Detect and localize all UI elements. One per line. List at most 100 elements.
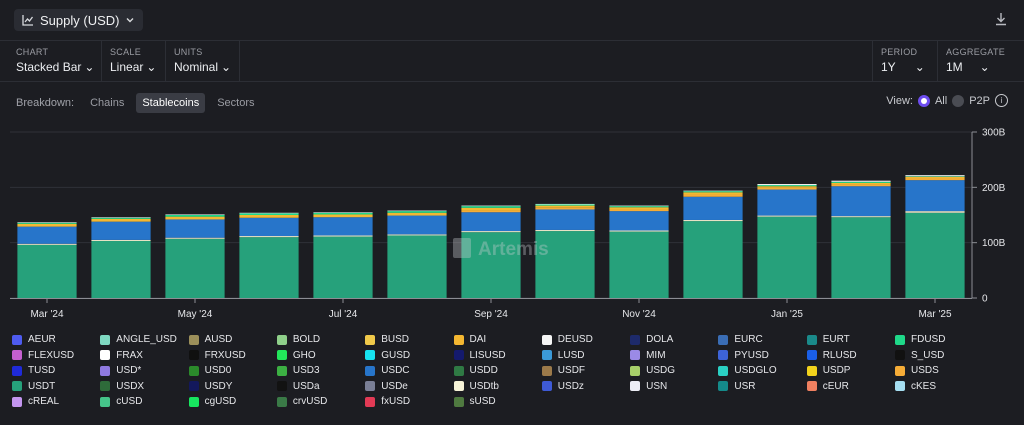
legend-item[interactable]: USDF <box>541 365 585 376</box>
legend-item[interactable]: GHO <box>276 349 316 361</box>
legend-item[interactable]: USDG <box>630 365 675 376</box>
legend-item[interactable]: USDe <box>365 381 408 392</box>
legend-item[interactable]: LISUSD <box>453 350 506 361</box>
download-icon[interactable] <box>994 12 1008 26</box>
legend-item[interactable]: USDtb <box>453 381 499 392</box>
bar-segment <box>313 235 373 237</box>
legend-item[interactable]: USDD <box>453 365 498 376</box>
bar-segment <box>683 194 743 197</box>
legend-item[interactable]: sUSD <box>453 396 496 407</box>
legend-item[interactable]: TUSD <box>12 365 55 376</box>
legend-label: USDGLO <box>734 365 777 376</box>
tab-chains[interactable]: Chains <box>90 97 125 109</box>
chart-title: Supply (USD) <box>40 12 120 28</box>
bar-segment <box>535 209 595 230</box>
aggregate-select[interactable]: AGGREGATE 1M ⌄ <box>938 41 1024 81</box>
legend-item[interactable]: USDP <box>806 365 850 376</box>
legend-label: USDX <box>116 380 145 392</box>
legend-item[interactable]: DEUSD <box>541 334 593 345</box>
legend-item[interactable]: EURC <box>718 334 763 345</box>
legend-item[interactable]: USDY <box>188 381 232 392</box>
tab-stablecoins[interactable]: Stablecoins <box>136 93 206 113</box>
legend-item[interactable]: USD0 <box>188 365 232 376</box>
watermark: Artemis <box>453 238 549 260</box>
legend-item[interactable]: FDUSD <box>895 334 945 345</box>
legend-item[interactable]: USDT <box>12 381 55 392</box>
legend-item[interactable]: USDX <box>100 381 144 392</box>
legend-label: cREAL <box>28 396 60 407</box>
legend-item[interactable]: cREAL <box>12 396 59 407</box>
legend-label: DAI <box>469 334 487 345</box>
legend-label: USD0 <box>204 365 232 376</box>
y-tick-label: 200B <box>982 183 1006 194</box>
bar-segment <box>461 205 521 207</box>
legend-item[interactable]: S_USD <box>895 350 944 361</box>
legend-swatch <box>630 381 641 391</box>
x-tick-label: Jan '25 <box>771 309 803 320</box>
legend-item[interactable]: USDC <box>365 365 410 376</box>
units-select[interactable]: UNITS Nominal ⌄ <box>166 41 240 81</box>
legend-item[interactable]: ANGLE_USD <box>100 334 177 345</box>
legend-item[interactable]: USDGLO <box>718 365 777 376</box>
radio-p2p[interactable] <box>952 94 965 107</box>
legend-label: GHO <box>292 349 316 361</box>
legend-label: AEUR <box>28 334 56 345</box>
view-option-p2p[interactable]: P2P <box>969 94 990 107</box>
control-value: 1Y <box>881 60 896 74</box>
legend-item[interactable]: USD* <box>100 365 141 376</box>
legend-item[interactable]: FLEXUSD <box>12 350 74 361</box>
watermark-text: Artemis <box>478 239 549 260</box>
bar-segment <box>91 221 151 240</box>
legend-item[interactable]: USD3 <box>276 365 320 376</box>
legend-item[interactable]: USR <box>718 381 756 392</box>
legend-item[interactable]: cUSD <box>100 396 142 407</box>
bar-segment <box>831 217 891 298</box>
chart-area: 0 100B 200B 300B Artemis Mar '24 May '24 Jul '2… <box>10 126 1014 322</box>
legend-item[interactable]: EURT <box>806 334 850 345</box>
chart-type-select[interactable]: CHART Stacked Bar ⌄ <box>8 41 102 81</box>
legend-swatch <box>453 396 464 407</box>
legend-item[interactable]: USDS <box>895 365 939 376</box>
info-icon[interactable]: i <box>995 94 1008 107</box>
legend-item[interactable]: AEUR <box>12 334 56 345</box>
legend-label: USDe <box>381 380 408 392</box>
bar-segment <box>387 234 447 236</box>
metric-selector[interactable]: Supply (USD) <box>14 9 144 31</box>
legend-item[interactable]: USDz <box>541 381 584 392</box>
legend-item[interactable]: fxUSD <box>365 396 410 407</box>
legend-swatch <box>100 396 111 407</box>
legend-item[interactable]: FRAX <box>100 350 143 361</box>
legend-item[interactable]: BOLD <box>276 334 320 345</box>
radio-all[interactable] <box>917 94 930 107</box>
legend-item[interactable]: AUSD <box>188 334 232 345</box>
legend-item[interactable]: cgUSD <box>188 396 236 407</box>
bar-segment <box>609 230 669 232</box>
legend-item[interactable]: cKES <box>895 381 936 392</box>
legend-item[interactable]: PYUSD <box>718 350 769 361</box>
legend-item[interactable]: DAI <box>453 334 487 345</box>
legend-item[interactable]: DOLA <box>630 334 673 345</box>
legend-item[interactable]: cEUR <box>806 381 849 392</box>
legend-item[interactable]: BUSD <box>365 334 409 345</box>
legend-item[interactable]: FRXUSD <box>188 350 246 361</box>
view-option-all[interactable]: All <box>934 94 948 107</box>
period-select[interactable]: PERIOD 1Y ⌄ <box>872 41 938 81</box>
bar-segment <box>91 218 151 222</box>
bar-segment <box>461 231 521 233</box>
scale-select[interactable]: SCALE Linear ⌄ <box>102 41 166 81</box>
bar-segment <box>831 216 891 218</box>
legend-item[interactable]: GUSD <box>365 350 410 361</box>
view-toggle: View: All P2P i <box>886 94 1008 107</box>
legend-item[interactable]: crvUSD <box>276 396 327 407</box>
legend-swatch <box>365 365 376 376</box>
bar-segment <box>905 180 965 212</box>
legend-item[interactable]: USN <box>630 381 667 392</box>
y-tick-label: 0 <box>982 294 988 305</box>
legend-item[interactable]: USDa <box>276 381 320 392</box>
tab-sectors[interactable]: Sectors <box>217 97 255 109</box>
legend-item[interactable]: LUSD <box>541 350 584 361</box>
legend-item[interactable]: RLUSD <box>806 350 857 361</box>
x-tick-label: Nov '24 <box>622 309 656 320</box>
legend-label: USDG <box>646 365 675 376</box>
legend-item[interactable]: MIM <box>630 350 666 361</box>
